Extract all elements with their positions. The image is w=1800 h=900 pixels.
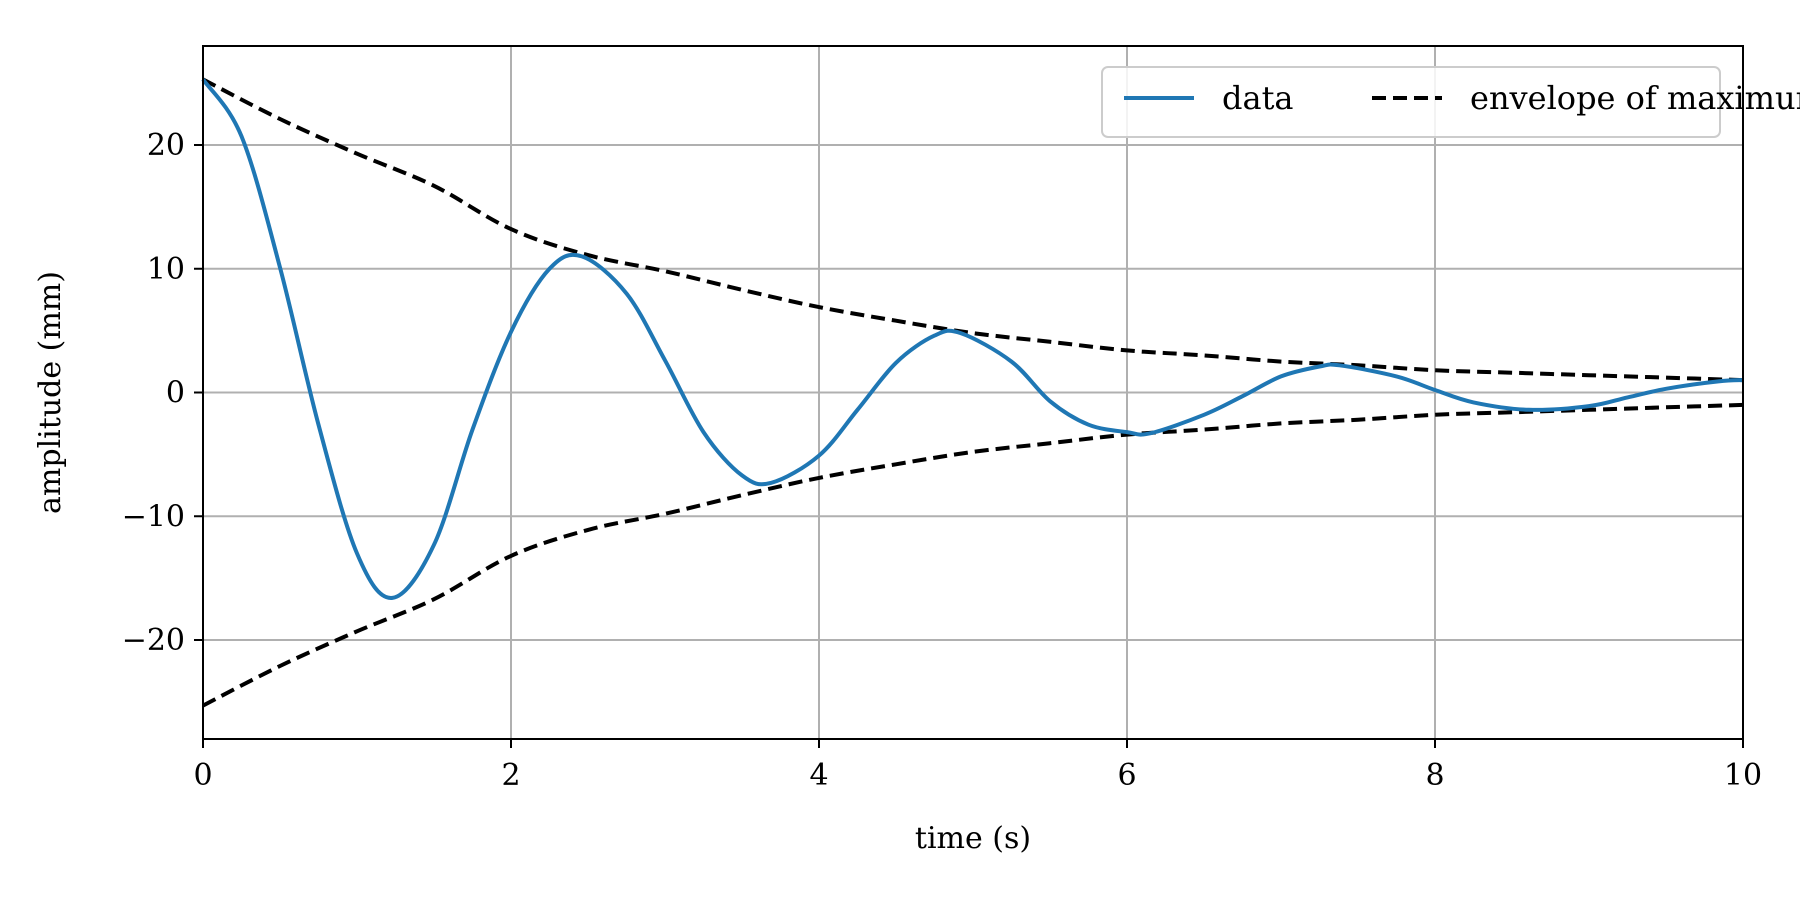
y-tick-label: −20 [122, 623, 185, 658]
y-tick-label: 20 [147, 128, 185, 163]
x-tick-label: 2 [501, 758, 520, 793]
y-tick-label: −10 [122, 499, 185, 534]
legend: data envelope of maximum values [1102, 67, 1800, 137]
legend-label-data: data [1222, 79, 1294, 117]
x-tick-label: 6 [1117, 758, 1136, 793]
y-tick-label: 0 [166, 376, 185, 411]
y-axis-label: amplitude (mm) [33, 271, 68, 514]
y-tick-label: 10 [147, 252, 185, 287]
x-tick-label: 4 [809, 758, 828, 793]
x-tick-label: 8 [1425, 758, 1444, 793]
x-tick-label: 0 [193, 758, 212, 793]
x-tick-label: 10 [1724, 758, 1762, 793]
legend-label-envelope: envelope of maximum values [1470, 79, 1800, 117]
x-axis-label: time (s) [915, 821, 1031, 856]
